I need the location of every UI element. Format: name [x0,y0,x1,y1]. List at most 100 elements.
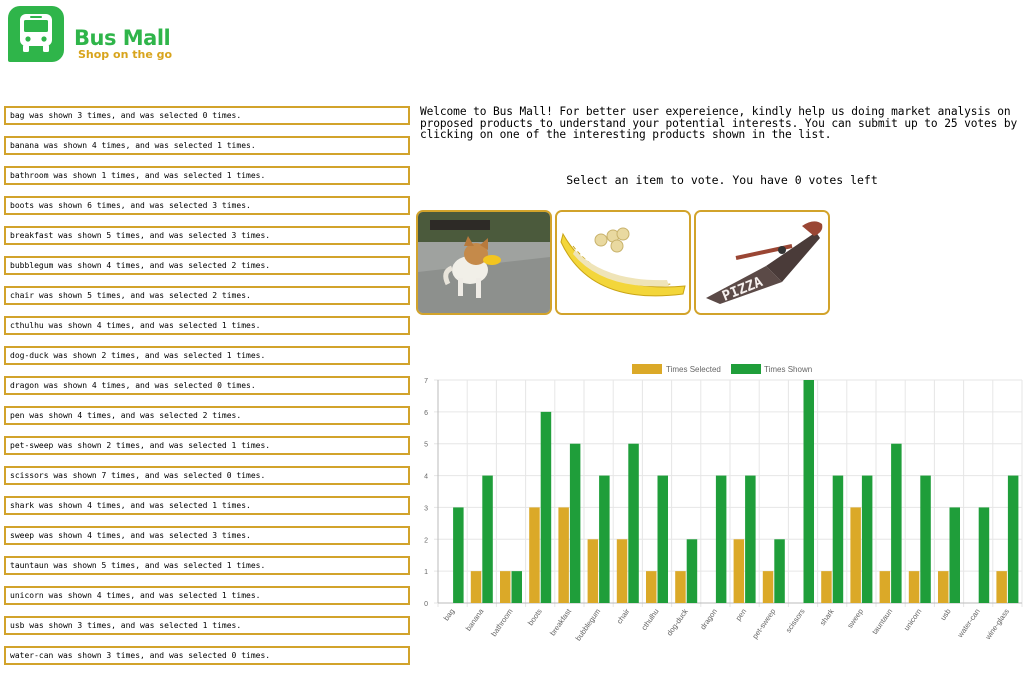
bar-selected-banana [470,571,482,603]
bar-shown-dog-duck [686,539,698,603]
chart-legend: Times Selected Times Shown [632,364,812,374]
result-item: bag was shown 3 times, and was selected … [4,106,410,125]
y-tick-label: 1 [424,569,428,576]
legend-swatch-selected [632,364,662,374]
legend-label-selected: Times Selected [666,365,721,374]
bar-selected-shark [821,571,832,603]
bar-selected-tauntaun [879,571,891,603]
bar-selected-bubblegum [587,539,599,603]
result-item: bubblegum was shown 4 times, and was sel… [4,256,410,275]
x-tick-label: unicorn [902,607,923,632]
logo-subtitle: Shop on the go [78,48,173,61]
product-image-banana[interactable] [555,210,691,315]
bar-shown-tauntaun [891,443,902,603]
x-tick-label: dog-duck [665,607,690,638]
bar-selected-bathroom [500,571,511,603]
x-tick-label: banana [464,606,486,632]
x-tick-label: chair [615,607,632,626]
bar-shown-breakfast [569,443,581,603]
bar-selected-chair [616,539,628,603]
logo: Bus Mall Shop on the go [8,6,178,64]
result-item: shark was shown 4 times, and was selecte… [4,496,410,515]
x-tick-label: bathroom [489,607,515,638]
bar-shown-sweep [861,475,873,603]
intro-text: Welcome to Bus Mall! For better user exp… [420,105,1018,141]
bar-shown-banana [482,475,493,603]
result-item: tauntaun was shown 5 times, and was sele… [4,556,410,575]
result-item: pet-sweep was shown 2 times, and was sel… [4,436,410,455]
bar-shown-unicorn [920,475,931,603]
result-item: scissors was shown 7 times, and was sele… [4,466,410,485]
banana-image [557,212,689,313]
bar-selected-cthulhu [646,571,657,603]
bar-shown-chair [628,443,639,603]
bar-shown-usb [949,507,960,603]
x-tick-label: water-can [955,607,982,640]
bar-selected-unicorn [908,571,920,603]
votes-status: Select an item to vote. You have 0 votes… [566,173,878,187]
bar-selected-breakfast [558,507,569,603]
bar-shown-bubblegum [599,475,610,603]
x-tick-label: scissors [784,607,807,635]
bar-selected-boots [529,507,540,603]
x-tick-label: cthulhu [639,607,660,632]
result-item: dragon was shown 4 times, and was select… [4,376,410,395]
x-tick-label: dragon [698,607,719,631]
x-tick-label: shark [818,607,836,627]
y-tick-label: 3 [424,505,428,512]
y-tick-label: 0 [424,601,428,608]
x-tick-label: wine-glass [983,607,1011,642]
result-item: water-can was shown 3 times, and was sel… [4,646,410,665]
y-tick-label: 2 [424,537,428,544]
x-tick-label: usb [938,607,952,622]
y-tick-label: 7 [424,378,428,385]
product-image-scissors[interactable]: PIZZA [694,210,830,315]
bar-shown-boots [540,411,552,603]
bar-selected-wine-glass [996,571,1007,603]
bar-selected-usb [938,571,949,603]
bus-icon [20,14,52,52]
x-tick-label: breakfast [548,606,574,637]
result-item: sweep was shown 4 times, and was selecte… [4,526,410,545]
bar-selected-dog-duck [675,571,686,603]
bar-shown-bag [453,507,464,603]
x-tick-label: bubblegum [574,607,603,643]
legend-swatch-shown [731,364,761,374]
y-tick-label: 5 [424,442,428,449]
result-item: breakfast was shown 5 times, and was sel… [4,226,410,245]
result-item: unicorn was shown 4 times, and was selec… [4,586,410,605]
bar-shown-bathroom [511,571,522,603]
bar-shown-scissors [803,380,814,603]
result-item: dog-duck was shown 2 times, and was sele… [4,346,410,365]
result-item: cthulhu was shown 4 times, and was selec… [4,316,410,335]
dog-duck-image [418,212,550,313]
product-image-dog-duck[interactable] [416,210,552,315]
bar-shown-cthulhu [657,475,668,603]
x-tick-label: boots [526,607,544,627]
logo-title: Bus Mall [74,26,171,50]
results-list: bag was shown 3 times, and was selected … [4,106,410,676]
legend-label-shown: Times Shown [764,365,812,374]
bar-shown-pen [745,475,756,603]
y-tick-label: 6 [424,410,428,417]
bar-shown-pet-sweep [774,539,785,603]
bar-selected-pet-sweep [762,571,774,603]
result-item: bathroom was shown 1 times, and was sele… [4,166,410,185]
result-item: boots was shown 6 times, and was selecte… [4,196,410,215]
bar-shown-dragon [715,475,727,603]
x-tick-label: pen [734,607,749,622]
bar-shown-wine-glass [1007,475,1019,603]
x-tick-label: sweep [845,607,865,630]
logo-badge [8,6,64,62]
x-tick-label: pet-sweep [750,607,777,641]
result-item: pen was shown 4 times, and was selected … [4,406,410,425]
bar-selected-pen [733,539,745,603]
y-tick-label: 4 [424,474,428,481]
scissors-image: PIZZA [696,212,828,313]
x-tick-label: tauntaun [870,607,894,636]
bar-shown-shark [832,475,844,603]
bar-selected-sweep [850,507,861,603]
result-item: chair was shown 5 times, and was selecte… [4,286,410,305]
result-item: usb was shown 3 times, and was selected … [4,616,410,635]
